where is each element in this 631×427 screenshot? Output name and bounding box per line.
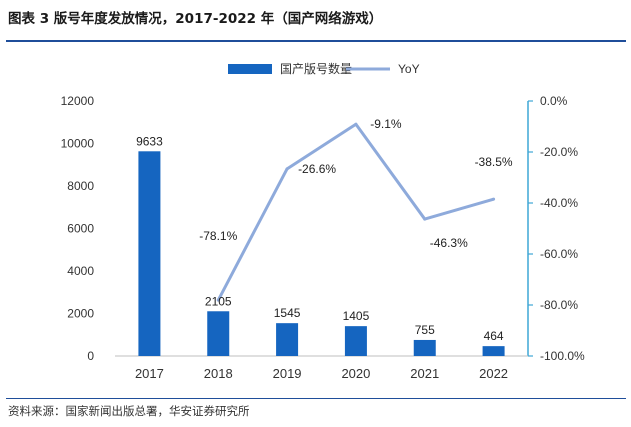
bar-value-label: 1545 — [274, 306, 301, 320]
left-tick-label: 6000 — [67, 222, 94, 236]
left-tick-label: 12000 — [61, 94, 95, 108]
yoy-line — [216, 122, 494, 301]
left-tick-label: 8000 — [67, 179, 94, 193]
legend: 国产版号数量 YoY — [228, 61, 420, 76]
x-tick-label: 2020 — [341, 366, 370, 381]
bar-2022 — [482, 346, 505, 356]
bar-value-label: 1405 — [343, 309, 370, 323]
legend-label-bar: 国产版号数量 — [280, 61, 352, 76]
bar-2017 — [138, 151, 161, 356]
data-labels: 9633 2105 1545 1405 755 464 -78.1% -26.6% -9.1% -… — [136, 117, 513, 343]
legend-swatch-bar — [228, 64, 272, 74]
yoy-value-label: -38.5% — [475, 155, 513, 169]
source-note: 资料来源：国家新闻出版总署，华安证券研究所 — [8, 404, 250, 418]
bar-value-label: 9633 — [136, 134, 163, 148]
yoy-value-label: -78.1% — [199, 229, 237, 243]
left-tick-label: 2000 — [67, 307, 94, 321]
figure-title: 图表 3 版号年度发放情况，2017-2022 年（国产网络游戏） — [8, 11, 383, 27]
x-tick-label: 2019 — [273, 366, 302, 381]
yoy-point — [354, 122, 358, 126]
right-tick-label: -100.0% — [540, 349, 585, 363]
yoy-point — [423, 217, 427, 221]
right-axis: -100.0% -80.0% -60.0% -40.0% -20.0% 0.0% — [527, 94, 585, 363]
yoy-value-label: -26.6% — [298, 162, 336, 176]
left-axis: 0 2000 4000 6000 8000 10000 12000 — [61, 94, 95, 363]
source-rule — [6, 398, 626, 399]
x-tick-label: 2018 — [204, 366, 233, 381]
yoy-point — [216, 298, 220, 302]
yoy-point — [285, 167, 289, 171]
yoy-value-label: -46.3% — [430, 236, 468, 250]
left-tick-label: 0 — [87, 349, 94, 363]
right-tick-label: 0.0% — [540, 94, 568, 108]
yoy-value-label: -9.1% — [370, 117, 402, 131]
left-tick-label: 10000 — [61, 137, 95, 151]
right-tick-label: -40.0% — [540, 196, 578, 210]
right-tick-label: -80.0% — [540, 298, 578, 312]
title-rule — [6, 40, 626, 42]
bar-value-label: 464 — [484, 329, 504, 343]
x-tick-label: 2021 — [410, 366, 439, 381]
x-axis: 2017 2018 2019 2020 2021 2022 — [115, 355, 528, 381]
right-tick-label: -20.0% — [540, 145, 578, 159]
bar-series — [138, 151, 505, 356]
right-tick-label: -60.0% — [540, 247, 578, 261]
bar-value-label: 2105 — [205, 294, 232, 308]
bar-2019 — [276, 323, 299, 356]
bar-2020 — [344, 326, 367, 356]
x-tick-label: 2022 — [479, 366, 508, 381]
legend-label-line: YoY — [398, 62, 420, 76]
line-series — [216, 122, 496, 302]
bar-2018 — [207, 311, 230, 356]
x-tick-label: 2017 — [135, 366, 164, 381]
bar-value-label: 755 — [415, 323, 435, 337]
bar-2021 — [413, 339, 436, 356]
left-tick-label: 4000 — [67, 264, 94, 278]
yoy-point — [492, 197, 496, 201]
